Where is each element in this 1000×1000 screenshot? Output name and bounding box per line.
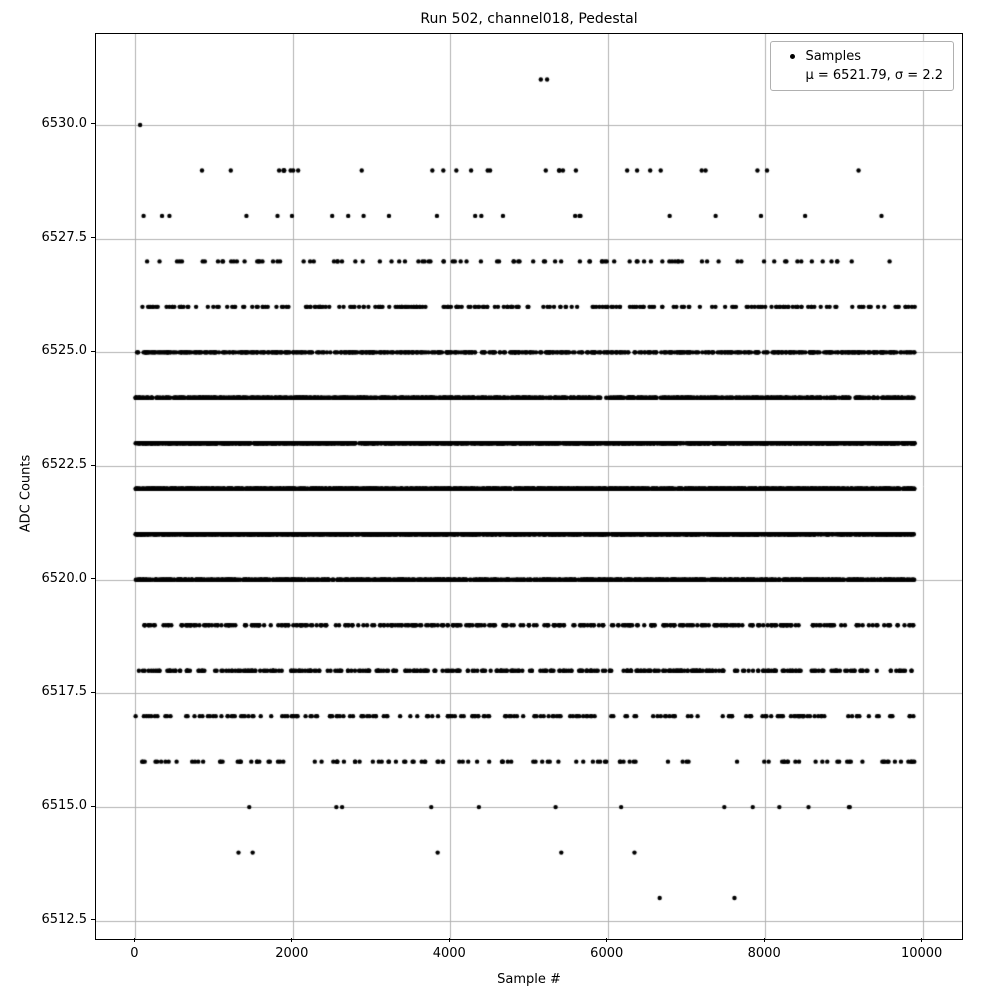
x-tick-mark: [606, 938, 608, 942]
y-tick-mark: [91, 919, 95, 921]
chart-title: Run 502, channel018, Pedestal: [420, 11, 638, 27]
x-tick-label: 6000: [590, 946, 624, 961]
y-tick-mark: [91, 691, 95, 693]
y-tick-label: 6515.0: [41, 798, 88, 814]
y-tick-mark: [91, 350, 95, 352]
y-tick-label: 6522.5: [41, 457, 88, 473]
y-tick-label: 6517.5: [41, 684, 88, 700]
x-tick-mark: [763, 938, 765, 942]
x-tick-mark: [448, 938, 450, 942]
x-axis-label: Sample #: [497, 972, 561, 987]
x-tick-label: 10000: [900, 946, 943, 961]
x-tick-mark: [133, 938, 135, 942]
legend-entry-samples: Samples: [779, 47, 943, 66]
y-tick-label: 6512.5: [41, 911, 88, 927]
y-tick-label: 6520.0: [41, 570, 88, 586]
y-tick-label: 6527.5: [41, 229, 88, 245]
legend-label-stats: μ = 6521.79, σ = 2.2: [805, 68, 943, 83]
legend: Samples μ = 6521.79, σ = 2.2: [770, 41, 954, 91]
plot-area: Samples μ = 6521.79, σ = 2.2: [95, 33, 963, 940]
scatter-canvas: [96, 34, 962, 939]
x-tick-label: 8000: [747, 946, 781, 961]
y-tick-mark: [91, 123, 95, 125]
legend-label-samples: Samples: [805, 49, 861, 64]
x-tick-mark: [921, 938, 923, 942]
x-tick-label: 0: [130, 946, 139, 961]
y-tick-mark: [91, 237, 95, 239]
y-tick-mark: [91, 805, 95, 807]
legend-entry-stats: μ = 6521.79, σ = 2.2: [779, 66, 943, 85]
samples-dot-icon: [779, 47, 805, 66]
y-tick-mark: [91, 464, 95, 466]
x-tick-mark: [291, 938, 293, 942]
y-tick-label: 6530.0: [41, 115, 88, 131]
y-tick-mark: [91, 578, 95, 580]
y-tick-label: 6525.0: [41, 343, 88, 359]
x-tick-label: 4000: [432, 946, 466, 961]
x-tick-label: 2000: [275, 946, 309, 961]
